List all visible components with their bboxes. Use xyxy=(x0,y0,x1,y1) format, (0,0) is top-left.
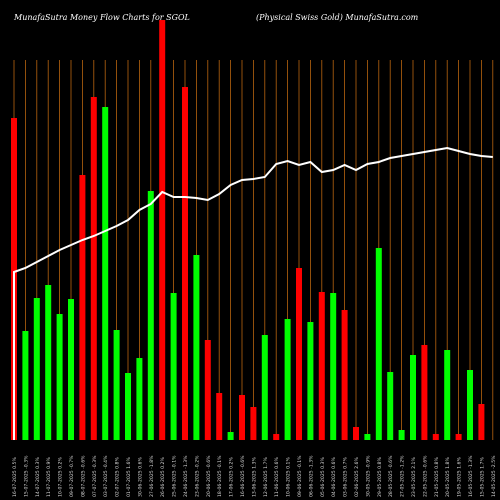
price-line xyxy=(13,146,493,440)
x-tick-label: 06-06-2025 -1.3% xyxy=(308,455,314,497)
x-tick-label: 11-07-2025 0.9% xyxy=(46,457,52,497)
money-flow-bar xyxy=(410,355,416,440)
x-tick-label: 04-06-2025 0.6% xyxy=(331,457,337,497)
x-tick-label: 16-07-2025 0.5% xyxy=(12,457,18,497)
x-tick-label: 15-07-2025 -0.3% xyxy=(23,455,29,497)
money-flow-bar xyxy=(204,340,211,440)
money-flow-bar xyxy=(182,87,188,440)
chart-title: MunafaSutra Money Flow Charts for SGOL xyxy=(14,13,190,22)
x-tick-label: 24-06-2025 -1.3% xyxy=(183,455,189,497)
money-flow-bar xyxy=(467,370,473,440)
x-tick-label: 29-05-2025 0.8% xyxy=(377,457,383,497)
x-tick-label: 14-07-2025 0.3% xyxy=(35,457,41,497)
x-tick-label: 15-05-2025 1.7% xyxy=(479,457,485,497)
x-tick-label: 26-06-2025 0.2% xyxy=(160,457,166,497)
x-tick-label: 10-07-2025 0.2% xyxy=(58,457,64,497)
x-tick-label: 02-06-2025 2.6% xyxy=(354,457,360,497)
x-tick-label: 07-07-2025 -0.3% xyxy=(92,455,98,497)
x-tick-label: 19-05-2025 1.6% xyxy=(457,457,463,497)
money-flow-bar xyxy=(227,432,234,440)
money-flow-bar xyxy=(421,345,428,440)
money-flow-bar xyxy=(307,322,314,440)
x-tick-label: 28-05-2025 -0.6% xyxy=(388,455,394,497)
x-tick-label: 10-06-2025 0.1% xyxy=(286,457,292,497)
money-flow-bar xyxy=(353,427,359,440)
x-tick-label: 18-06-2025 -0.1% xyxy=(217,455,223,497)
x-tick-label: 30-05-2025 -0.9% xyxy=(365,455,371,497)
x-tick-label: 12-06-2025 1.7% xyxy=(263,457,269,497)
x-tick-label: 03-07-2025 -0.4% xyxy=(103,455,109,497)
money-flow-bar xyxy=(147,191,154,440)
money-flow-bar xyxy=(125,373,131,440)
x-tick-label: 01-07-2025 1.6% xyxy=(126,457,132,497)
money-flow-bar xyxy=(216,393,223,440)
x-tick-label: 21-05-2025 0.8% xyxy=(434,457,440,497)
money-flow-bar xyxy=(193,255,200,440)
x-tick-label: 17-06-2025 0.2% xyxy=(229,457,235,497)
x-tick-label: 14-05-2025 -2.5% xyxy=(491,455,497,497)
money-flow-bar xyxy=(318,292,325,440)
x-tick-label: 03-06-2025 0.7% xyxy=(343,457,349,497)
money-flow-bar xyxy=(387,372,394,440)
x-tick-label: 16-06-2025 -0.6% xyxy=(240,455,246,497)
money-flow-bar xyxy=(330,293,337,440)
money-flow-bar xyxy=(45,285,52,440)
x-tick-label: 25-06-2025 -0.1% xyxy=(172,455,178,497)
money-flow-bar xyxy=(284,319,291,440)
money-flow-bar xyxy=(261,335,268,440)
x-tick-label: 05-06-2025 0.3% xyxy=(320,457,326,497)
x-tick-label: 23-06-2025 -0.2% xyxy=(194,455,200,497)
x-tick-label: 27-06-2025 -1.8% xyxy=(149,455,155,497)
x-tick-label: 30-06-2025 0.6% xyxy=(137,457,143,497)
money-flow-bar xyxy=(296,268,302,440)
x-tick-label: 09-06-2025 -0.1% xyxy=(297,455,303,497)
money-flow-bar xyxy=(113,330,120,440)
money-flow-bar xyxy=(68,299,74,440)
x-tick-label: 13-06-2025 1.3% xyxy=(251,457,257,497)
money-flow-bar xyxy=(432,434,439,440)
money-flow-bar xyxy=(273,434,280,440)
x-tick-label: 09-07-2025 -0.7% xyxy=(69,455,75,497)
chart-subtitle: (Physical Swiss Gold) MunafaSutra.com xyxy=(256,13,419,22)
x-tick-label: 11-06-2025 0.6% xyxy=(274,457,280,497)
money-flow-bar xyxy=(102,107,109,440)
x-tick-label: 02-07-2025 0.8% xyxy=(115,457,121,497)
x-tick-label: 23-05-2025 2.1% xyxy=(411,457,417,497)
x-tick-label: 22-05-2025 -0.6% xyxy=(422,455,428,497)
money-flow-bar xyxy=(56,314,63,440)
money-flow-bar xyxy=(364,434,371,440)
x-tick-label: 08-07-2025 -0.6% xyxy=(80,455,86,497)
money-flow-bar xyxy=(478,404,485,440)
money-flow-bar xyxy=(239,395,245,440)
money-flow-bar xyxy=(398,430,405,440)
x-tick-label: 20-05-2025 1.8% xyxy=(445,457,451,497)
money-flow-bar xyxy=(22,331,29,440)
x-tick-label: 20-06-2025 -0.6% xyxy=(206,455,212,497)
money-flow-bar xyxy=(250,407,257,440)
money-flow-bar xyxy=(341,310,348,440)
money-flow-bar xyxy=(444,350,451,440)
money-flow-bar xyxy=(90,97,97,440)
money-flow-bar xyxy=(159,20,166,440)
x-tick-label: 16-05-2025 -1.3% xyxy=(468,455,474,497)
x-tick-label: 27-05-2025 -1.2% xyxy=(400,455,406,497)
money-flow-bar xyxy=(79,175,86,440)
money-flow-bar xyxy=(136,358,143,440)
money-flow-bar xyxy=(455,434,462,440)
money-flow-bar xyxy=(170,293,177,440)
money-flow-bar xyxy=(375,248,382,440)
money-flow-bar xyxy=(33,298,40,440)
